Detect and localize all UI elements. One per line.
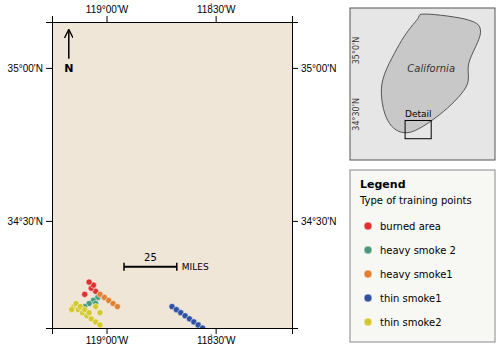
tick: 118̀30'W [197, 3, 236, 22]
point [97, 322, 103, 328]
tick-label: 118̀30'W [197, 334, 236, 346]
legend-entry: heavy smoke 2 [364, 245, 456, 256]
inset-frame [350, 8, 495, 160]
legend-entry: burned area [364, 221, 441, 232]
scale-bar-unit: MILES [182, 262, 209, 272]
legend-title: Legend [360, 178, 406, 191]
tick-mark [46, 221, 52, 222]
point [69, 307, 75, 313]
tick-mark [46, 68, 52, 69]
point [97, 310, 103, 316]
scale-bar-tick [176, 263, 178, 271]
tick: 34°30'N [8, 216, 52, 227]
tick-label: 119°00'W [86, 335, 129, 346]
point [199, 325, 205, 328]
tick-mark [216, 328, 217, 334]
legend: Legend Type of training points burned area… [350, 170, 495, 342]
tick-mark [107, 16, 108, 22]
chart: 119°00'W118̀30'W119°00'W118̀30'W34°30'N3… [0, 0, 500, 350]
tick-label: 34°30'N [301, 216, 336, 227]
points [69, 279, 206, 328]
series [169, 303, 206, 328]
legend-swatch [364, 246, 372, 254]
y-axis: 34°30'N 35°00'N [8, 23, 53, 329]
legend-entry: thin smoke2 [364, 317, 442, 328]
legend-label: thin smoke1 [380, 293, 442, 304]
inset-lat-label: 34°30'N [352, 98, 361, 131]
legend-swatch [364, 222, 372, 230]
tick-label: 35°00'N [301, 63, 336, 74]
tick: 118̀30'W [197, 328, 236, 346]
legend-entry: thin smoke1 [364, 293, 442, 304]
scale-bar-tick [123, 263, 125, 271]
legend-label: thin smoke2 [380, 317, 442, 328]
legend-subtitle: Type of training points [359, 195, 472, 206]
x-axis: 119°00'W 118̀30'W [53, 328, 293, 346]
tick: 119°00'W [86, 4, 129, 22]
legend-label: heavy smoke1 [380, 269, 453, 280]
tick-label: 35°00'N [8, 63, 43, 74]
north-label: N [64, 62, 73, 75]
inset-detail-label: Detail [405, 109, 432, 119]
inset-map: Detail California 35°0'N 34°30'N [350, 8, 495, 160]
tick-mark [292, 68, 298, 69]
legend-label: burned area [380, 221, 441, 232]
legend-frame [350, 170, 495, 342]
inset-title: California [407, 63, 455, 74]
plot-background [52, 22, 292, 328]
axis-line [46, 23, 53, 329]
inset-lat-label: 35°0'N [352, 37, 361, 64]
legend-entry: heavy smoke1 [364, 269, 453, 280]
point [86, 310, 92, 316]
point [114, 303, 120, 309]
legend-swatch [364, 270, 372, 278]
inset-outline [381, 14, 480, 133]
axis-line [53, 16, 293, 23]
series [97, 291, 121, 309]
point [82, 291, 88, 297]
inset-detail-box [405, 120, 431, 138]
north-arrow [68, 31, 70, 59]
tick-mark [216, 16, 217, 22]
tick-label: 119°00'W [86, 4, 129, 15]
axis-line [53, 329, 293, 335]
legend-label: heavy smoke 2 [380, 245, 456, 256]
point [93, 303, 99, 309]
tick: 35°00'N [8, 63, 52, 74]
tick: 34°30'N [292, 216, 336, 227]
series [69, 300, 104, 328]
tick-label: 118̀30'W [197, 3, 236, 15]
point [86, 279, 92, 285]
tick-mark [292, 221, 298, 222]
legend-swatch [364, 294, 372, 302]
tick: 119°00'W [86, 328, 129, 346]
tick: 35°00'N [292, 63, 336, 74]
axis-line [293, 23, 299, 329]
tick-label: 34°30'N [8, 216, 43, 227]
legend-swatch [364, 318, 372, 326]
scale-bar-label: 25 [144, 252, 157, 263]
y-axis-right: 34°30'N 35°00'N [292, 23, 336, 329]
scale-bar-line [124, 266, 177, 268]
tick-mark [107, 328, 108, 334]
scale-bar: 25 MILES [124, 252, 209, 272]
x-axis-top: 119°00'W 118̀30'W [53, 3, 293, 23]
